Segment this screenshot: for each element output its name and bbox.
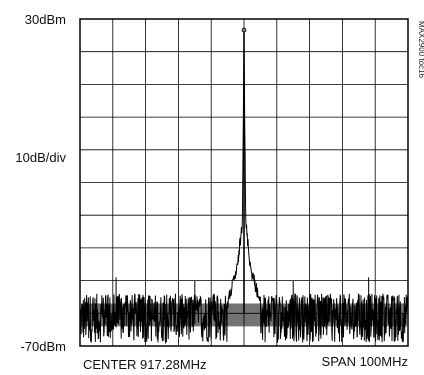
y-top-label: 30dBm	[25, 12, 66, 27]
figure-id-watermark: MAX2900 toc16	[417, 21, 424, 78]
y-scale-label: 10dB/div	[15, 150, 66, 165]
x-center-label: CENTER 917.28MHz	[83, 357, 207, 372]
y-bottom-label: -70dBm	[20, 339, 66, 354]
noise-floor-band	[81, 303, 407, 327]
x-span-label: SPAN 100MHz	[322, 354, 408, 369]
peak-marker	[241, 27, 247, 33]
spectrum-trace	[79, 27, 409, 345]
